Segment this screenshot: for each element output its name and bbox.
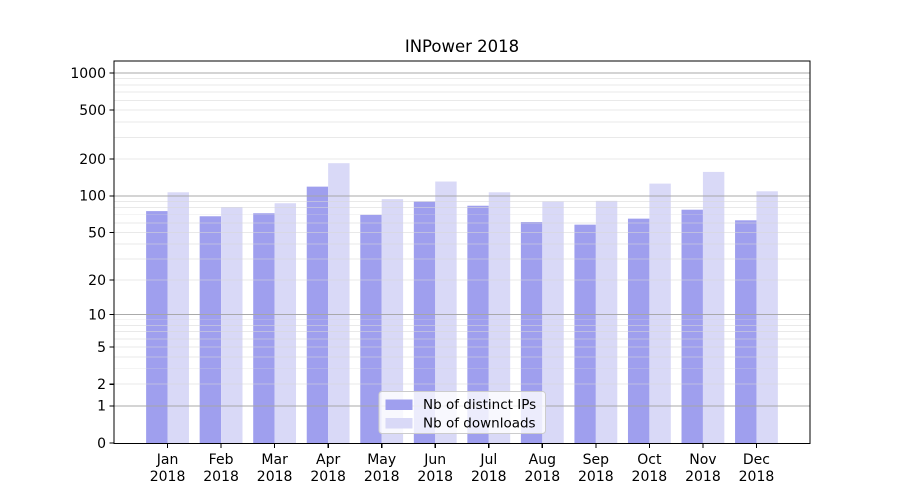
bar-downloads-jul: [488, 192, 511, 444]
bar-downloads-nov: [702, 171, 725, 444]
legend-swatch-downloads: [385, 418, 413, 429]
bar-downloads-jan: [167, 192, 189, 444]
bar-distinct-ips-mar: [253, 213, 275, 444]
x-tick-label-year-jan: 2018: [150, 469, 186, 485]
y-tick-label-1: 1: [97, 399, 106, 415]
x-tick-label-year-sep: 2018: [578, 469, 614, 485]
axes-layer: 01251020501002005001000Jan2018Feb2018Mar…: [70, 60, 811, 485]
chart-title: INPower 2018: [405, 37, 519, 56]
legend-swatch-distinct-ips: [385, 399, 413, 410]
x-tick-label-year-jun: 2018: [417, 469, 453, 485]
bar-distinct-ips-jun: [413, 201, 436, 444]
x-tick-label-month-feb: Feb: [209, 452, 234, 468]
y-tick-label-10: 10: [88, 307, 106, 323]
y-tick-label-1000: 1000: [70, 66, 106, 82]
bar-downloads-aug: [542, 201, 564, 444]
y-tick-label-500: 500: [79, 103, 106, 119]
y-tick-label-5: 5: [97, 340, 106, 356]
bar-downloads-jun: [435, 181, 457, 444]
x-tick-label-year-apr: 2018: [310, 469, 346, 485]
bar-downloads-mar: [274, 203, 297, 444]
y-tick-label-100: 100: [79, 189, 106, 205]
bar-distinct-ips-jan: [146, 211, 168, 444]
bar-distinct-ips-nov: [681, 209, 703, 444]
x-tick-label-month-apr: Apr: [316, 452, 340, 468]
bar-downloads-dec: [756, 191, 778, 444]
y-tick-label-20: 20: [88, 273, 106, 289]
legend-label-distinct-ips: Nb of distinct IPs: [423, 397, 536, 413]
x-tick-label-month-mar: Mar: [261, 452, 288, 468]
x-tick-label-year-dec: 2018: [739, 469, 775, 485]
legend-label-downloads: Nb of downloads: [423, 416, 536, 432]
legend-box: [378, 391, 546, 434]
x-tick-label-month-may: May: [367, 452, 396, 468]
y-tick-label-200: 200: [79, 152, 106, 168]
y-tick-label-2: 2: [97, 377, 106, 393]
x-tick-label-month-oct: Oct: [637, 452, 662, 468]
bar-distinct-ips-may: [360, 214, 382, 444]
x-tick-label-year-nov: 2018: [685, 469, 721, 485]
bar-distinct-ips-aug: [520, 222, 543, 444]
y-tick-label-0: 0: [97, 436, 106, 452]
plot-border: [113, 60, 811, 445]
x-tick-label-year-oct: 2018: [632, 469, 668, 485]
x-tick-label-year-feb: 2018: [203, 469, 239, 485]
bar-distinct-ips-feb: [199, 216, 222, 444]
x-tick-label-month-sep: Sep: [583, 452, 610, 468]
x-tick-label-year-jul: 2018: [471, 469, 507, 485]
bar-distinct-ips-oct: [627, 218, 650, 444]
bar-downloads-sep: [595, 200, 618, 444]
x-tick-label-month-aug: Aug: [529, 452, 556, 468]
bar-downloads-may: [381, 199, 404, 444]
x-tick-label-month-jun: Jun: [423, 452, 446, 468]
y-tick-label-50: 50: [88, 225, 106, 241]
x-tick-label-year-aug: 2018: [524, 469, 560, 485]
x-tick-label-month-nov: Nov: [689, 452, 716, 468]
x-tick-label-month-dec: Dec: [743, 452, 770, 468]
x-tick-label-month-jan: Jan: [156, 452, 179, 468]
legend: Nb of distinct IPs Nb of downloads: [378, 391, 546, 434]
grid-layer: [114, 72, 810, 407]
bar-distinct-ips-sep: [574, 224, 596, 444]
x-tick-label-month-jul: Jul: [479, 452, 497, 468]
x-tick-label-year-mar: 2018: [257, 469, 293, 485]
bar-downloads-oct: [649, 183, 671, 444]
x-tick-label-year-may: 2018: [364, 469, 400, 485]
bar-downloads-apr: [328, 163, 350, 444]
